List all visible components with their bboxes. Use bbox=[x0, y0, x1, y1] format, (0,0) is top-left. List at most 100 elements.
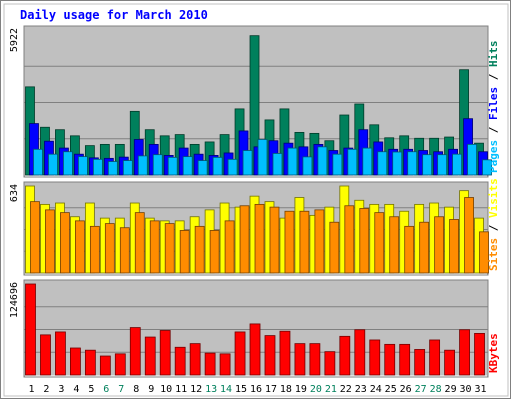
bar-kbytes-day-18 bbox=[279, 330, 291, 376]
day-label: 14 bbox=[220, 384, 232, 395]
bar-sites-day-17 bbox=[269, 206, 280, 274]
legend-kbytes: KBytes bbox=[487, 333, 500, 373]
bar-kbytes-day-15 bbox=[234, 331, 246, 376]
bar-pages-day-11 bbox=[182, 156, 193, 176]
bar-kbytes-day-21 bbox=[324, 351, 336, 376]
bar-pages-day-7 bbox=[122, 160, 133, 176]
bar-kbytes-day-28 bbox=[429, 339, 441, 376]
bar-kbytes-day-19 bbox=[294, 343, 306, 376]
legend-hits: Hits bbox=[487, 41, 500, 68]
bar-kbytes-day-9 bbox=[144, 336, 156, 376]
legend-visits: Visits bbox=[487, 178, 500, 218]
day-label: 30 bbox=[460, 384, 472, 395]
bar-pages-day-14 bbox=[227, 158, 238, 176]
legend-separator: / bbox=[487, 120, 500, 140]
bar-kbytes-day-6 bbox=[99, 355, 111, 376]
bar-sites-day-6 bbox=[104, 223, 115, 274]
bar-pages-day-19 bbox=[302, 156, 313, 176]
bar-pages-day-22 bbox=[347, 148, 358, 176]
bar-sites-day-31 bbox=[479, 231, 489, 274]
bar-sites-day-1 bbox=[30, 201, 40, 274]
bar-kbytes-day-26 bbox=[399, 343, 411, 376]
bar-sites-day-25 bbox=[389, 216, 400, 274]
bar-kbytes-day-16 bbox=[249, 323, 261, 376]
legend-separator: / bbox=[487, 67, 500, 87]
bar-pages-day-12 bbox=[197, 160, 208, 176]
bar-kbytes-day-30 bbox=[459, 329, 470, 376]
legend-separator: / bbox=[487, 218, 500, 238]
panel-3: 124696 KBytes bbox=[9, 279, 500, 378]
bar-pages-day-31 bbox=[482, 159, 492, 176]
bar-pages-day-21 bbox=[332, 153, 343, 176]
bar-kbytes-day-5 bbox=[84, 349, 96, 376]
bar-sites-day-15 bbox=[239, 205, 250, 274]
bar-sites-day-28 bbox=[434, 216, 445, 274]
bar-kbytes-day-2 bbox=[40, 334, 51, 376]
bar-kbytes-day-3 bbox=[55, 331, 66, 376]
day-label: 22 bbox=[340, 384, 352, 395]
bar-sites-day-2 bbox=[45, 209, 55, 274]
day-label: 24 bbox=[370, 384, 382, 395]
bar-sites-day-27 bbox=[419, 221, 430, 274]
bar-pages-day-26 bbox=[407, 151, 418, 176]
day-label: 27 bbox=[415, 384, 427, 395]
bar-pages-day-1 bbox=[33, 148, 43, 176]
bar-kbytes-day-25 bbox=[384, 343, 396, 376]
bar-sites-day-3 bbox=[60, 212, 70, 274]
bar-sites-day-24 bbox=[374, 212, 385, 274]
bar-kbytes-day-11 bbox=[174, 346, 186, 376]
day-label: 18 bbox=[280, 384, 292, 395]
day-label: 10 bbox=[160, 384, 172, 395]
bar-kbytes-day-31 bbox=[474, 333, 485, 376]
bar-sites-day-20 bbox=[314, 209, 325, 274]
bar-kbytes-day-13 bbox=[204, 352, 216, 376]
bar-pages-day-18 bbox=[287, 147, 298, 176]
day-label: 7 bbox=[118, 384, 124, 395]
bar-kbytes-day-7 bbox=[114, 353, 126, 376]
bar-kbytes-day-20 bbox=[309, 343, 321, 376]
bar-kbytes-day-14 bbox=[219, 353, 231, 376]
day-label: 29 bbox=[445, 384, 457, 395]
panel-max-label: 5922 bbox=[9, 28, 20, 52]
bar-sites-day-11 bbox=[179, 230, 190, 274]
day-label: 20 bbox=[310, 384, 322, 395]
panel-legend: KBytes bbox=[487, 333, 500, 373]
panel-max-label: 124696 bbox=[9, 282, 20, 318]
chart-inner-frame bbox=[3, 3, 509, 397]
bar-pages-day-4 bbox=[78, 156, 88, 176]
panel-legend: Pages / Files / Hits bbox=[487, 41, 500, 174]
day-label: 31 bbox=[474, 384, 486, 395]
bar-pages-day-6 bbox=[107, 161, 118, 176]
bar-sites-day-4 bbox=[75, 220, 85, 274]
bar-sites-day-13 bbox=[209, 230, 220, 274]
bar-pages-day-15 bbox=[242, 150, 253, 176]
bar-kbytes-day-8 bbox=[129, 327, 141, 376]
panel-legend: Sites / Visits bbox=[487, 178, 500, 271]
x-axis-day-labels: 1 2 3 4 5 6 7 8 9 10 11 12 13 14 15 16 17 18 19 20 21 22 23 24 2… bbox=[28, 384, 486, 395]
day-label: 9 bbox=[148, 384, 154, 395]
legend-pages: Pages bbox=[487, 140, 500, 173]
bar-sites-day-16 bbox=[254, 203, 265, 274]
bar-pages-day-3 bbox=[63, 151, 73, 176]
bar-sites-day-18 bbox=[284, 210, 295, 274]
bar-sites-day-12 bbox=[194, 225, 205, 274]
bar-pages-day-16 bbox=[257, 139, 268, 176]
day-label: 19 bbox=[295, 384, 307, 395]
legend-files: Files bbox=[487, 87, 500, 120]
bar-kbytes-day-27 bbox=[414, 349, 426, 376]
bar-pages-day-23 bbox=[362, 147, 373, 176]
bar-kbytes-day-23 bbox=[354, 329, 366, 376]
bar-kbytes-day-1 bbox=[25, 283, 36, 376]
bar-kbytes-day-12 bbox=[189, 343, 201, 376]
bar-sites-day-22 bbox=[344, 205, 355, 274]
bar-sites-day-14 bbox=[224, 220, 235, 274]
day-label: 17 bbox=[265, 384, 277, 395]
day-label: 3 bbox=[58, 384, 64, 395]
panel-max-label: 634 bbox=[9, 184, 20, 202]
legend-sites: Sites bbox=[487, 238, 500, 271]
bar-pages-day-29 bbox=[452, 153, 462, 176]
bar-kbytes-day-24 bbox=[369, 339, 381, 376]
bar-sites-day-8 bbox=[134, 212, 145, 274]
bar-sites-day-30 bbox=[464, 197, 474, 274]
